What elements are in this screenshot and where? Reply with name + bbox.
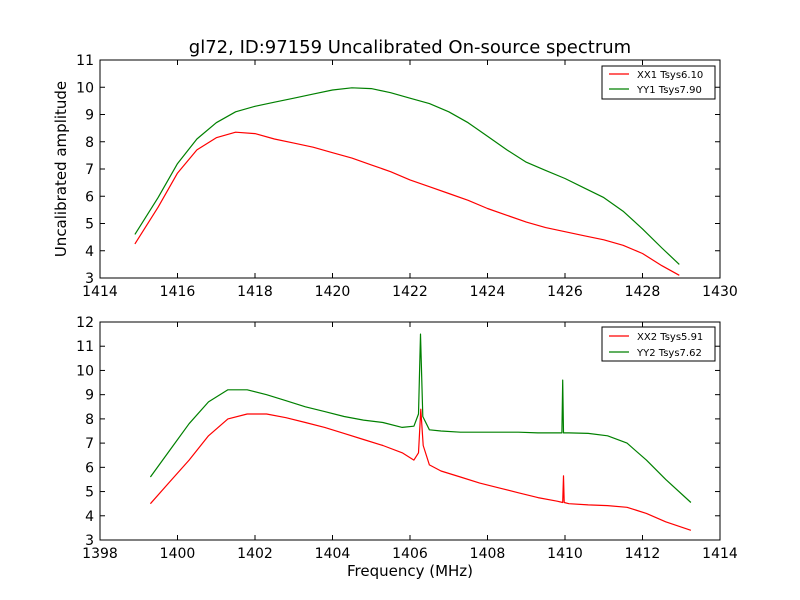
top-series-group [134, 87, 680, 276]
x-tick-label: 1428 [625, 284, 661, 300]
top-y-axis-label: Uncalibrated amplitude [52, 81, 70, 257]
y-tick-label: 5 [85, 485, 94, 501]
top-legend: XX1 Tsys6.10 YY1 Tsys7.90 [601, 65, 716, 100]
y-tick-label: 10 [76, 363, 94, 379]
series-line-xx1 [134, 131, 680, 276]
y-tick-label: 3 [85, 271, 94, 287]
y-tick-label: 6 [85, 189, 94, 205]
legend-entry-yy1: YY1 Tsys7.90 [636, 85, 702, 96]
x-tick-label: 1414 [82, 284, 118, 300]
x-tick-label: 1416 [160, 284, 196, 300]
y-tick-label: 10 [76, 80, 94, 96]
bottom-x-axis-label: Frequency (MHz) [347, 562, 473, 580]
x-tick-label: 1408 [470, 546, 506, 562]
top-ticks-group: 1414 1416 1418 1420 1422 1424 1426 1428 1430 3 4 5 6… [76, 53, 738, 300]
x-tick-label: 1412 [625, 546, 661, 562]
y-tick-label: 5 [85, 217, 94, 233]
x-tick-label: 1398 [82, 546, 118, 562]
bottom-spectrum-panel: 1398 1400 1402 1404 1406 1408 1410 1412 1414 3 4 5 6… [76, 315, 738, 580]
x-tick-label: 1418 [237, 284, 273, 300]
x-tick-label: 1430 [702, 284, 738, 300]
x-tick-label: 1420 [315, 284, 351, 300]
y-tick-label: 4 [85, 244, 94, 260]
x-tick-label: 1402 [237, 546, 273, 562]
y-tick-label: 3 [85, 533, 94, 549]
x-tick-label: 1426 [547, 284, 583, 300]
y-tick-label: 9 [85, 388, 94, 404]
chart-title: gl72, ID:97159 Uncalibrated On-source sp… [189, 37, 631, 58]
series-line-yy2 [149, 333, 692, 503]
y-tick-label: 11 [76, 53, 94, 69]
legend-entry-yy2: YY2 Tsys7.62 [636, 348, 702, 359]
y-tick-label: 7 [85, 162, 94, 178]
series-line-xx2 [149, 408, 692, 531]
y-tick-label: 9 [85, 108, 94, 124]
y-tick-label: 12 [76, 315, 94, 331]
y-tick-label: 11 [76, 339, 94, 355]
x-tick-label: 1404 [315, 546, 351, 562]
top-spectrum-panel: 1414 1416 1418 1420 1422 1424 1426 1428 1430 3 4 5 6… [52, 53, 738, 300]
y-tick-label: 7 [85, 436, 94, 452]
bottom-legend-box [601, 326, 716, 362]
y-tick-label: 4 [85, 509, 94, 525]
y-tick-label: 8 [85, 412, 94, 428]
x-tick-label: 1422 [392, 284, 428, 300]
legend-entry-xx2: XX2 Tsys5.91 [637, 332, 703, 343]
x-tick-label: 1424 [470, 284, 506, 300]
legend-entry-xx1: XX1 Tsys6.10 [637, 70, 703, 81]
x-tick-label: 1414 [702, 546, 738, 562]
x-tick-label: 1406 [392, 546, 428, 562]
y-tick-label: 6 [85, 460, 94, 476]
x-tick-label: 1400 [160, 546, 196, 562]
y-tick-label: 8 [85, 135, 94, 151]
bottom-legend: XX2 Tsys5.91 YY2 Tsys7.62 [601, 326, 716, 362]
bottom-ticks-group: 1398 1400 1402 1404 1406 1408 1410 1412 1414 3 4 5 6… [76, 315, 738, 562]
top-legend-box [601, 65, 716, 100]
bottom-series-group [149, 333, 692, 531]
x-tick-label: 1410 [547, 546, 583, 562]
series-line-yy1 [134, 87, 680, 265]
